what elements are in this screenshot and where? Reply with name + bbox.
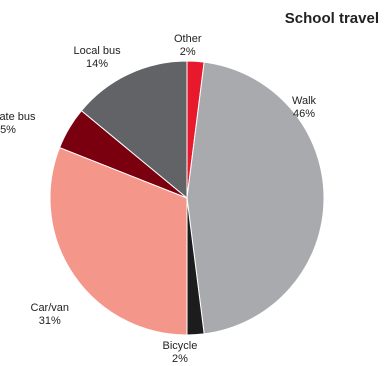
pie-slice-walk [186,61,325,335]
slice-label-value: 31% [38,315,61,327]
slice-label-local-bus: Local bus 14% [74,45,121,71]
slice-label-name: Local bus [73,45,121,57]
slice-label-name: Other [174,33,202,45]
chart-title: School travel [284,10,379,27]
slice-label-name: Car/van [30,302,70,314]
slice-label-car-van: Car/van 31% [31,302,70,328]
slice-label-private-bus: Private bus 5% [0,111,36,137]
slice-label-value: 14% [86,58,109,70]
slice-label-name: Bicycle [162,340,198,352]
pie-slice-local-bus [80,60,188,200]
slice-label-value: 2% [179,46,196,58]
slice-label-value: 46% [293,108,316,120]
slice-label-name: Walk [292,95,317,107]
slice-label-bicycle: Bicycle 2% [163,340,198,366]
pie-slice-car-van [49,146,188,336]
slice-label-value: 5% [0,124,16,136]
slice-label-other: Other 2% [174,33,202,59]
slice-label-value: 2% [171,353,188,365]
slice-label-walk: Walk 46% [292,95,316,121]
slice-label-name: Private bus [0,111,36,123]
